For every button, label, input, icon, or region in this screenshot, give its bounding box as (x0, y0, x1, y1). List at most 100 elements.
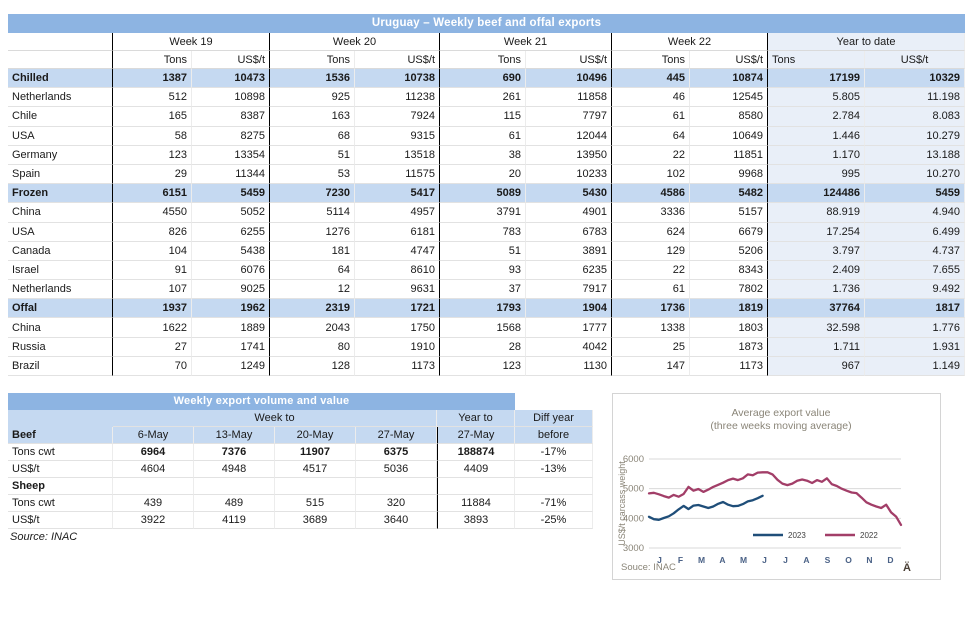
ytd-value-cell: 1.446 (768, 126, 865, 146)
value-cell: 624 (612, 222, 690, 242)
value-cell: 115 (440, 107, 526, 127)
ytd-value-cell: 6.499 (865, 222, 965, 242)
chart-subtitle: (three weeks moving average) (710, 420, 851, 432)
value-cell: 5459 (192, 184, 270, 204)
x-month-label: N (866, 555, 872, 565)
value-cell: 1536 (270, 69, 355, 89)
value-cell: 10473 (192, 69, 270, 89)
x-month-label: M (740, 555, 747, 565)
table1-title: Uruguay – Weekly beef and offal exports (8, 14, 965, 33)
value-cell: 1904 (526, 299, 612, 319)
value-cell: 8275 (192, 126, 270, 146)
value-cell: -13% (515, 461, 593, 478)
value-cell: 7917 (526, 280, 612, 300)
legend-label-2023: 2023 (788, 531, 806, 540)
ytd-value-cell: 1.776 (865, 318, 965, 338)
ytd-value-cell: 17199 (768, 69, 865, 89)
value-cell: 1750 (355, 318, 440, 338)
legend-label-2022: 2022 (860, 531, 878, 540)
tons-column-header: Tons (612, 51, 690, 69)
value-cell: 783 (440, 222, 526, 242)
value-cell: 4119 (194, 512, 275, 529)
ytd-value-cell: 2.784 (768, 107, 865, 127)
value-cell: 11344 (192, 164, 270, 185)
value-cell: 11851 (690, 145, 768, 165)
value-cell: 64 (612, 126, 690, 146)
row-label: Tons cwt (8, 444, 113, 461)
value-cell: 102 (612, 164, 690, 185)
value-cell: 91 (113, 260, 192, 281)
ytd-value-cell: 8.083 (865, 107, 965, 127)
x-month-label: J (783, 555, 788, 565)
value-cell: 2319 (270, 299, 355, 319)
value-cell (194, 478, 275, 495)
date-column-header: before (515, 427, 593, 444)
value-cell: 5438 (192, 241, 270, 261)
value-cell: 512 (113, 88, 192, 108)
value-cell: 6181 (355, 222, 440, 242)
value-cell: 3689 (275, 512, 356, 529)
ytd-value-cell: 967 (768, 356, 865, 376)
ytd-value-cell: 10329 (865, 69, 965, 89)
row-label: Netherlands (8, 280, 113, 300)
value-cell: 165 (113, 107, 192, 127)
value-cell: 445 (612, 69, 690, 89)
value-cell: 104 (113, 241, 192, 261)
value-cell: 13354 (192, 145, 270, 165)
value-cell: 10874 (690, 69, 768, 89)
value-cell: 1173 (355, 356, 440, 376)
ytd-value-cell: 5459 (865, 184, 965, 204)
value-cell: 5417 (355, 184, 440, 204)
value-cell: 12 (270, 280, 355, 300)
ytd-value-cell: 5.805 (768, 88, 865, 108)
y-tick-label: 5000 (623, 484, 644, 495)
value-cell: 25 (612, 337, 690, 357)
series-line-2022 (647, 471, 903, 527)
value-cell: 439 (113, 495, 194, 512)
chart-title: Average export value (731, 407, 830, 419)
date-column-header: 13-May (194, 427, 275, 444)
value-cell: 10233 (526, 164, 612, 185)
value-cell: 58 (113, 126, 192, 146)
value-cell: 9631 (355, 280, 440, 300)
diff-year-header: Diff year (515, 410, 593, 427)
value-cell: 46 (612, 88, 690, 108)
value-cell: 5157 (690, 203, 768, 223)
value-cell: 7797 (526, 107, 612, 127)
value-cell: 12044 (526, 126, 612, 146)
value-cell: 4409 (437, 461, 515, 478)
value-cell: 8580 (690, 107, 768, 127)
corner-cell (8, 33, 113, 51)
value-cell: 123 (440, 356, 526, 376)
value-cell: 28 (440, 337, 526, 357)
value-cell: -17% (515, 444, 593, 461)
week-group-header: Week 20 (270, 33, 440, 51)
value-cell: 826 (113, 222, 192, 242)
value-cell: 7230 (270, 184, 355, 204)
value-cell: 6255 (192, 222, 270, 242)
y-tick-label: 3000 (623, 543, 644, 554)
value-cell: 3791 (440, 203, 526, 223)
value-cell: 53 (270, 164, 355, 185)
row-label: Chilled (8, 69, 113, 89)
volume-value-table: Weekly export volume and value Week to Ye… (8, 393, 593, 543)
x-month-label: O (845, 555, 852, 565)
year-to-header: Year to (437, 410, 515, 427)
value-cell: 51 (270, 145, 355, 165)
value-cell: 4550 (113, 203, 192, 223)
value-cell: 38 (440, 145, 526, 165)
corner-glyph: Ä (903, 561, 911, 574)
value-cell: 4957 (355, 203, 440, 223)
value-cell: 3891 (526, 241, 612, 261)
y-tick-label: 6000 (623, 454, 644, 465)
ytd-value-cell: 9.492 (865, 280, 965, 300)
ytd-value-cell: 1.931 (865, 337, 965, 357)
value-cell: 11884 (437, 495, 515, 512)
y-axis-label: US$/t carcass weight (617, 461, 627, 546)
value-cell: 6235 (526, 260, 612, 281)
value-cell: 7376 (194, 444, 275, 461)
value-cell: 1741 (192, 337, 270, 357)
tons-column-header: Tons (440, 51, 526, 69)
value-cell: 5114 (270, 203, 355, 223)
value-cell: 11907 (275, 444, 356, 461)
